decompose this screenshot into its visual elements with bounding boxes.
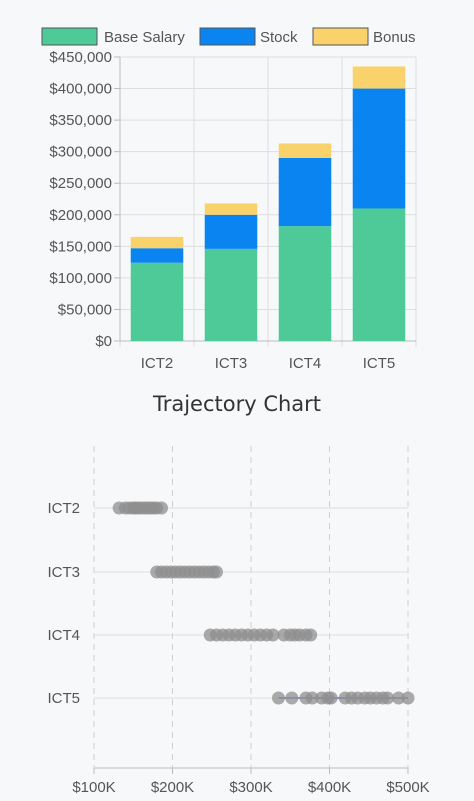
y-tick-label: $50,000 — [58, 301, 112, 318]
bar-ict4-series-3[interactable] — [278, 143, 332, 158]
point-ict5-4[interactable] — [305, 691, 319, 705]
y-tick-label: ICT3 — [47, 564, 80, 581]
chart-title: Trajectory Chart — [152, 392, 321, 416]
legend-swatch-2[interactable] — [199, 27, 256, 46]
x-tick-label: ICT4 — [289, 355, 322, 372]
bar-ict3-series-3[interactable] — [204, 203, 258, 215]
point-ict2-13[interactable] — [155, 501, 169, 515]
y-tick-label: $350,000 — [49, 112, 112, 129]
y-tick-label: ICT4 — [47, 627, 80, 644]
y-tick-label: ICT5 — [47, 690, 80, 707]
x-tick-label: ICT2 — [141, 355, 174, 372]
legend-swatch-3[interactable] — [312, 27, 369, 46]
point-ict5-2[interactable] — [285, 691, 299, 705]
bar-ict2-series-1[interactable] — [130, 262, 184, 341]
y-tick-label: $200,000 — [49, 207, 112, 224]
bar-ict4-series-1[interactable] — [278, 226, 332, 341]
bar-ict5-series-2[interactable] — [352, 88, 406, 209]
trajectory-chart: Trajectory Chart $100K $200K $300K $400K $500… — [47, 392, 429, 796]
y-tick-label: $300,000 — [49, 144, 112, 161]
point-ict5-16[interactable] — [392, 691, 406, 705]
legend-swatch-1[interactable] — [41, 27, 98, 46]
point-ict4-17[interactable] — [304, 628, 318, 642]
y-tick-label: $0 — [95, 333, 112, 350]
bar-ict5-series-1[interactable] — [352, 208, 406, 341]
x-tick-label: ICT5 — [363, 355, 396, 372]
stacked-bar-chart: Base Salary Stock Bonus $0 $50,000 $100,000 $1… — [41, 27, 417, 372]
legend-label-2[interactable]: Stock — [260, 29, 298, 46]
point-ict5-7[interactable] — [324, 691, 338, 705]
x-tick-label: $300K — [229, 779, 272, 796]
bar-ict4-series-2[interactable] — [278, 157, 332, 227]
x-tick-label: $200K — [151, 779, 194, 796]
point-ict5-1[interactable] — [271, 691, 285, 705]
y-tick-label: ICT2 — [47, 500, 80, 517]
bar-ict5-series-3[interactable] — [352, 66, 406, 89]
bar-ict3-series-1[interactable] — [204, 248, 258, 341]
y-tick-label: $450,000 — [49, 49, 112, 66]
x-tick-label: $100K — [72, 779, 115, 796]
x-tick-label: $400K — [308, 779, 351, 796]
legend-label-1[interactable]: Base Salary — [104, 29, 185, 46]
point-ict5-15[interactable] — [381, 691, 395, 705]
x-tick-label: ICT3 — [215, 355, 248, 372]
legend-label-3[interactable]: Bonus — [373, 29, 416, 46]
bar-ict3-series-2[interactable] — [204, 214, 258, 249]
bar-ict2-series-2[interactable] — [130, 248, 184, 263]
point-ict4-11[interactable] — [266, 628, 280, 642]
point-ict5-17[interactable] — [401, 691, 415, 705]
y-tick-label: $250,000 — [49, 175, 112, 192]
y-tick-label: $150,000 — [49, 238, 112, 255]
bar-ict2-series-3[interactable] — [130, 236, 184, 249]
point-ict3-14[interactable] — [209, 565, 223, 579]
y-tick-label: $400,000 — [49, 81, 112, 98]
x-tick-label: $500K — [386, 779, 429, 796]
y-tick-label: $100,000 — [49, 270, 112, 287]
